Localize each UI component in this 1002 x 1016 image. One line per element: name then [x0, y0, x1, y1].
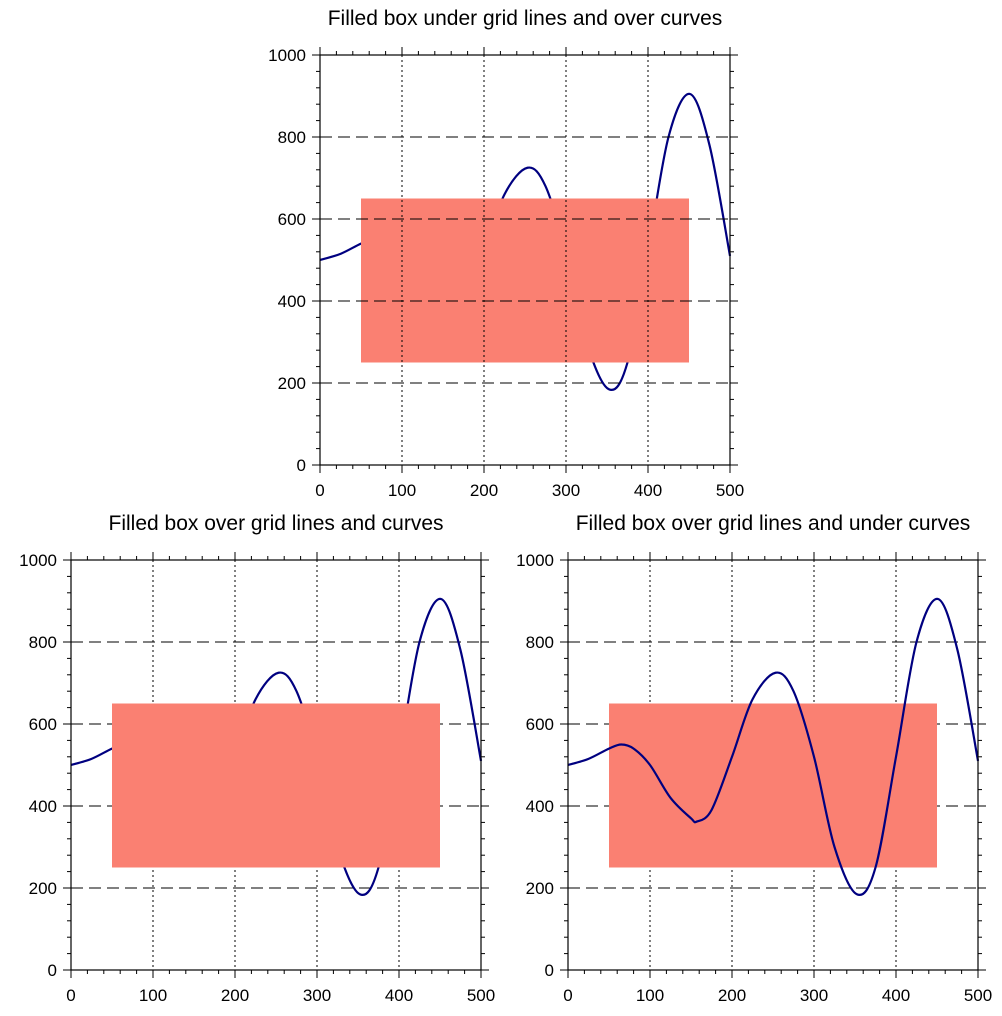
panel-top: Filled box under grid lines and over cur… — [268, 7, 744, 500]
x-tick-label: 100 — [139, 986, 167, 1005]
x-tick-label: 100 — [388, 481, 416, 500]
x-tick-label: 500 — [964, 986, 992, 1005]
y-tick-label: 600 — [278, 210, 306, 229]
axis-ticks — [63, 552, 489, 978]
y-tick-label: 400 — [29, 797, 57, 816]
plot-frame — [567, 559, 979, 971]
plot-frame — [70, 559, 482, 971]
x-tick-label: 300 — [800, 986, 828, 1005]
y-tick-label: 0 — [545, 961, 554, 980]
x-tick-label: 300 — [303, 986, 331, 1005]
x-tick-label: 400 — [385, 986, 413, 1005]
x-tick-label: 200 — [470, 481, 498, 500]
axis-ticks — [560, 552, 986, 978]
x-tick-label: 500 — [467, 986, 495, 1005]
x-tick-label: 200 — [221, 986, 249, 1005]
y-tick-label: 200 — [278, 374, 306, 393]
y-tick-label: 1000 — [268, 46, 306, 65]
y-tick-label: 200 — [29, 879, 57, 898]
filled-box — [361, 198, 689, 363]
chart-title: Filled box under grid lines and over cur… — [328, 7, 723, 30]
panel-bottom-left: Filled box over grid lines and curves 0 1… — [19, 512, 495, 1005]
y-tick-label: 0 — [48, 961, 57, 980]
x-tick-label: 200 — [718, 986, 746, 1005]
y-tick-label: 400 — [278, 292, 306, 311]
x-tick-label: 0 — [315, 481, 324, 500]
y-tick-label: 400 — [526, 797, 554, 816]
y-tick-label: 200 — [526, 879, 554, 898]
x-tick-label: 100 — [636, 986, 664, 1005]
x-tick-label: 500 — [716, 481, 744, 500]
y-tick-label: 1000 — [19, 551, 57, 570]
y-tick-label: 800 — [526, 633, 554, 652]
panel-bottom-right: Filled box over grid lines and under cur… — [516, 512, 992, 1005]
chart-title: Filled box over grid lines and curves — [109, 512, 444, 535]
y-tick-label: 0 — [297, 456, 306, 475]
chart-title: Filled box over grid lines and under cur… — [576, 512, 971, 535]
x-tick-label: 0 — [563, 986, 572, 1005]
filled-box — [112, 703, 440, 868]
axis-ticks — [312, 47, 738, 473]
x-tick-label: 0 — [66, 986, 75, 1005]
y-tick-label: 800 — [29, 633, 57, 652]
y-tick-label: 800 — [278, 128, 306, 147]
y-tick-label: 600 — [526, 715, 554, 734]
plot-frame — [319, 54, 731, 466]
x-tick-label: 400 — [882, 986, 910, 1005]
series-curve — [567, 597, 980, 897]
x-tick-label: 300 — [552, 481, 580, 500]
y-tick-label: 1000 — [516, 551, 554, 570]
filled-box — [609, 703, 937, 868]
y-tick-label: 600 — [29, 715, 57, 734]
grid-lines — [320, 55, 730, 465]
x-tick-label: 400 — [634, 481, 662, 500]
